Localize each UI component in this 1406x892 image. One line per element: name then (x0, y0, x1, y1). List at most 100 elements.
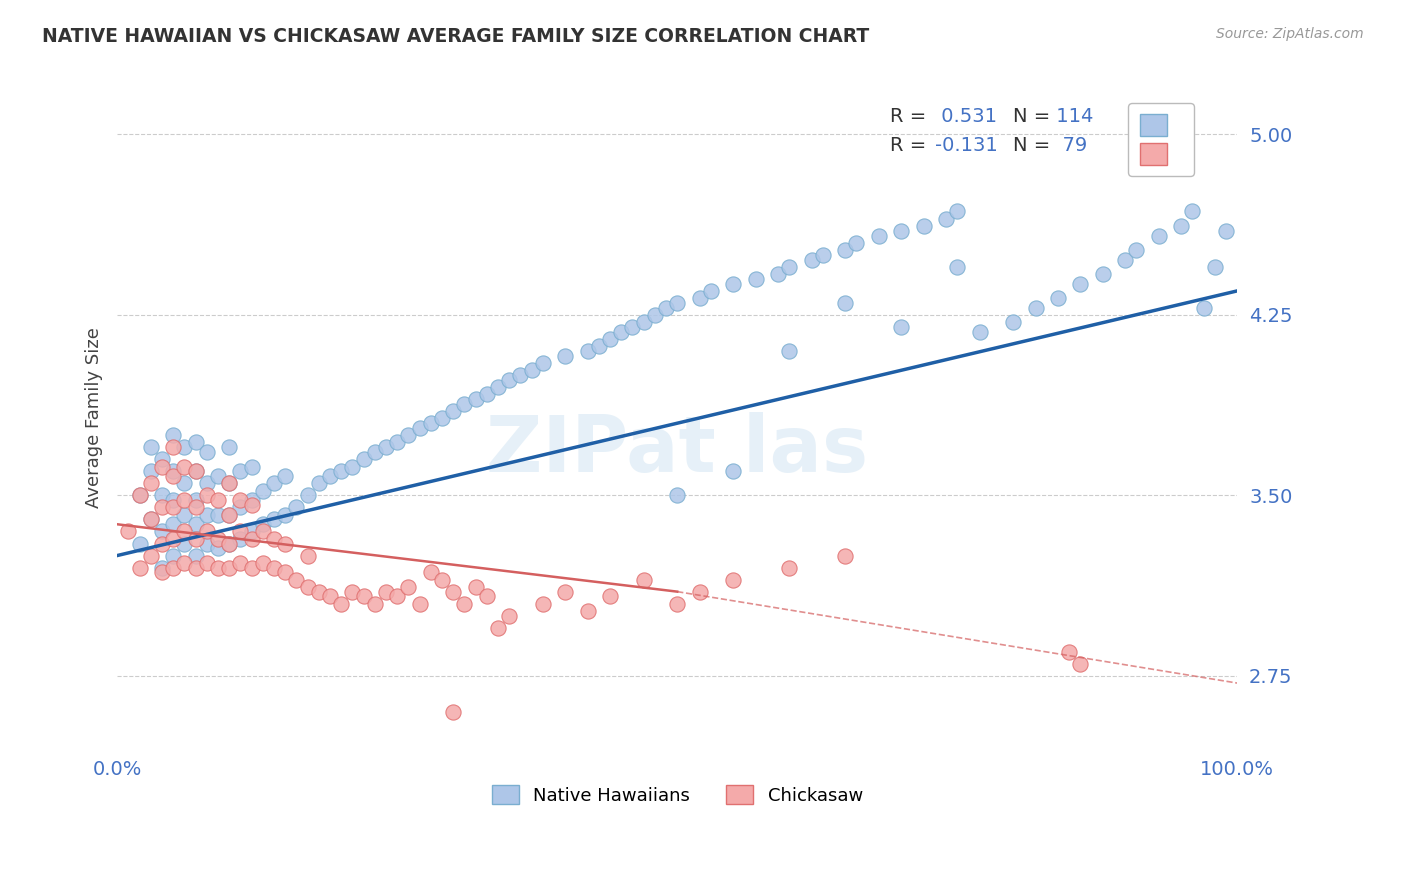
Point (408, 421, 430, 435)
Point (229, 464, 252, 478)
Point (173, 536, 195, 550)
Point (375, 440, 398, 454)
Text: NATIVE HAWAIIAN VS CHICKASAW AVERAGE FAMILY SIZE CORRELATION CHART: NATIVE HAWAIIAN VS CHICKASAW AVERAGE FAM… (42, 27, 869, 45)
Point (139, 476, 162, 491)
Point (723, 573, 745, 587)
Point (486, 621, 509, 635)
Point (139, 440, 162, 454)
Point (1215, 224, 1237, 238)
Point (935, 211, 957, 226)
Point (633, 315, 655, 329)
Point (240, 560, 263, 574)
Point (240, 493, 263, 508)
Point (195, 476, 218, 491)
Point (218, 536, 240, 550)
Point (430, 411, 453, 425)
Point (150, 566, 173, 580)
Point (207, 532, 229, 546)
Point (184, 532, 207, 546)
Point (218, 536, 240, 550)
Point (285, 500, 308, 515)
Text: N =: N = (1014, 136, 1057, 155)
Point (195, 536, 218, 550)
Point (150, 524, 173, 539)
Point (1170, 219, 1192, 233)
Point (218, 508, 240, 522)
Point (252, 517, 274, 532)
Point (946, 260, 969, 274)
Point (834, 243, 856, 257)
Point (441, 584, 464, 599)
Point (128, 488, 150, 502)
Point (184, 549, 207, 563)
Point (453, 397, 475, 411)
Point (1025, 301, 1047, 315)
Point (419, 416, 441, 430)
Point (263, 512, 285, 526)
Point (150, 488, 173, 502)
Point (308, 584, 330, 599)
Point (195, 445, 218, 459)
Text: -0.131: -0.131 (935, 136, 998, 155)
Point (475, 387, 498, 401)
Point (610, 325, 633, 339)
Point (464, 580, 486, 594)
Point (195, 488, 218, 502)
Point (162, 549, 184, 563)
Point (184, 560, 207, 574)
Point (263, 476, 285, 491)
Point (162, 517, 184, 532)
Point (218, 560, 240, 574)
Point (229, 500, 252, 515)
Point (890, 320, 912, 334)
Point (297, 580, 319, 594)
Point (723, 277, 745, 291)
Point (364, 597, 387, 611)
Point (229, 556, 252, 570)
Point (364, 445, 387, 459)
Point (778, 560, 800, 574)
Point (139, 512, 162, 526)
Point (162, 560, 184, 574)
Point (419, 566, 441, 580)
Point (700, 284, 723, 298)
Text: 0.531: 0.531 (935, 107, 997, 126)
Point (173, 476, 195, 491)
Point (576, 604, 599, 618)
Point (263, 532, 285, 546)
Point (396, 428, 419, 442)
Point (207, 541, 229, 556)
Point (173, 440, 195, 454)
Point (1114, 252, 1136, 267)
Point (375, 584, 398, 599)
Point (263, 560, 285, 574)
Y-axis label: Average Family Size: Average Family Size (86, 326, 103, 508)
Point (599, 332, 621, 346)
Point (150, 459, 173, 474)
Point (195, 556, 218, 570)
Point (128, 488, 150, 502)
Point (184, 464, 207, 478)
Point (778, 260, 800, 274)
Point (621, 320, 644, 334)
Text: 79: 79 (1050, 136, 1087, 155)
Point (666, 296, 689, 310)
Point (150, 560, 173, 574)
Point (723, 464, 745, 478)
Point (396, 580, 419, 594)
Point (240, 524, 263, 539)
Point (139, 549, 162, 563)
Point (162, 493, 184, 508)
Point (744, 272, 766, 286)
Point (195, 508, 218, 522)
Point (274, 536, 297, 550)
Point (1057, 645, 1080, 659)
Point (229, 532, 252, 546)
Point (297, 488, 319, 502)
Point (218, 508, 240, 522)
Point (689, 584, 711, 599)
Point (274, 508, 297, 522)
Point (1181, 204, 1204, 219)
Point (912, 219, 935, 233)
Point (1002, 315, 1025, 329)
